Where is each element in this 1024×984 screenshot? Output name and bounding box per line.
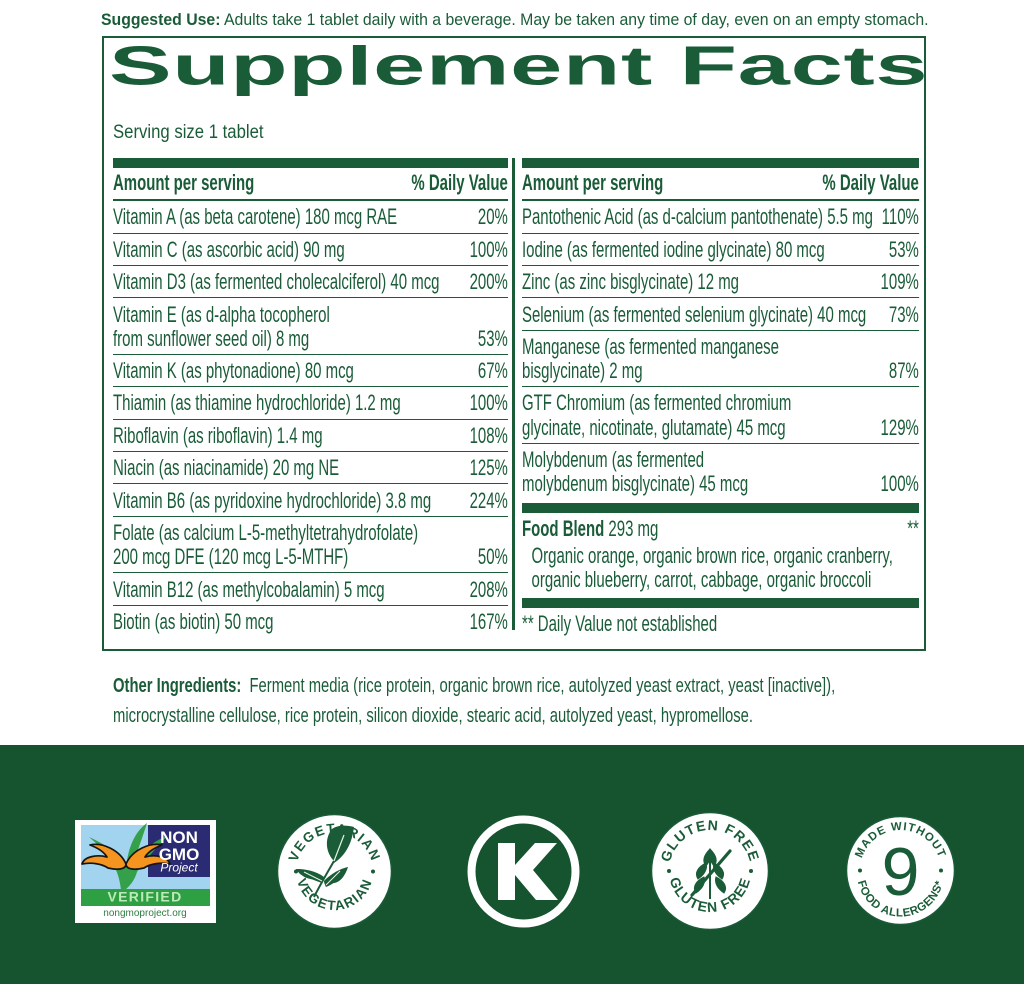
svg-text:VERIFIED: VERIFIED (108, 889, 183, 905)
svg-text:9: 9 (882, 834, 920, 910)
svg-text:Project: Project (160, 861, 198, 875)
svg-text:nongmoproject.org: nongmoproject.org (103, 908, 186, 919)
